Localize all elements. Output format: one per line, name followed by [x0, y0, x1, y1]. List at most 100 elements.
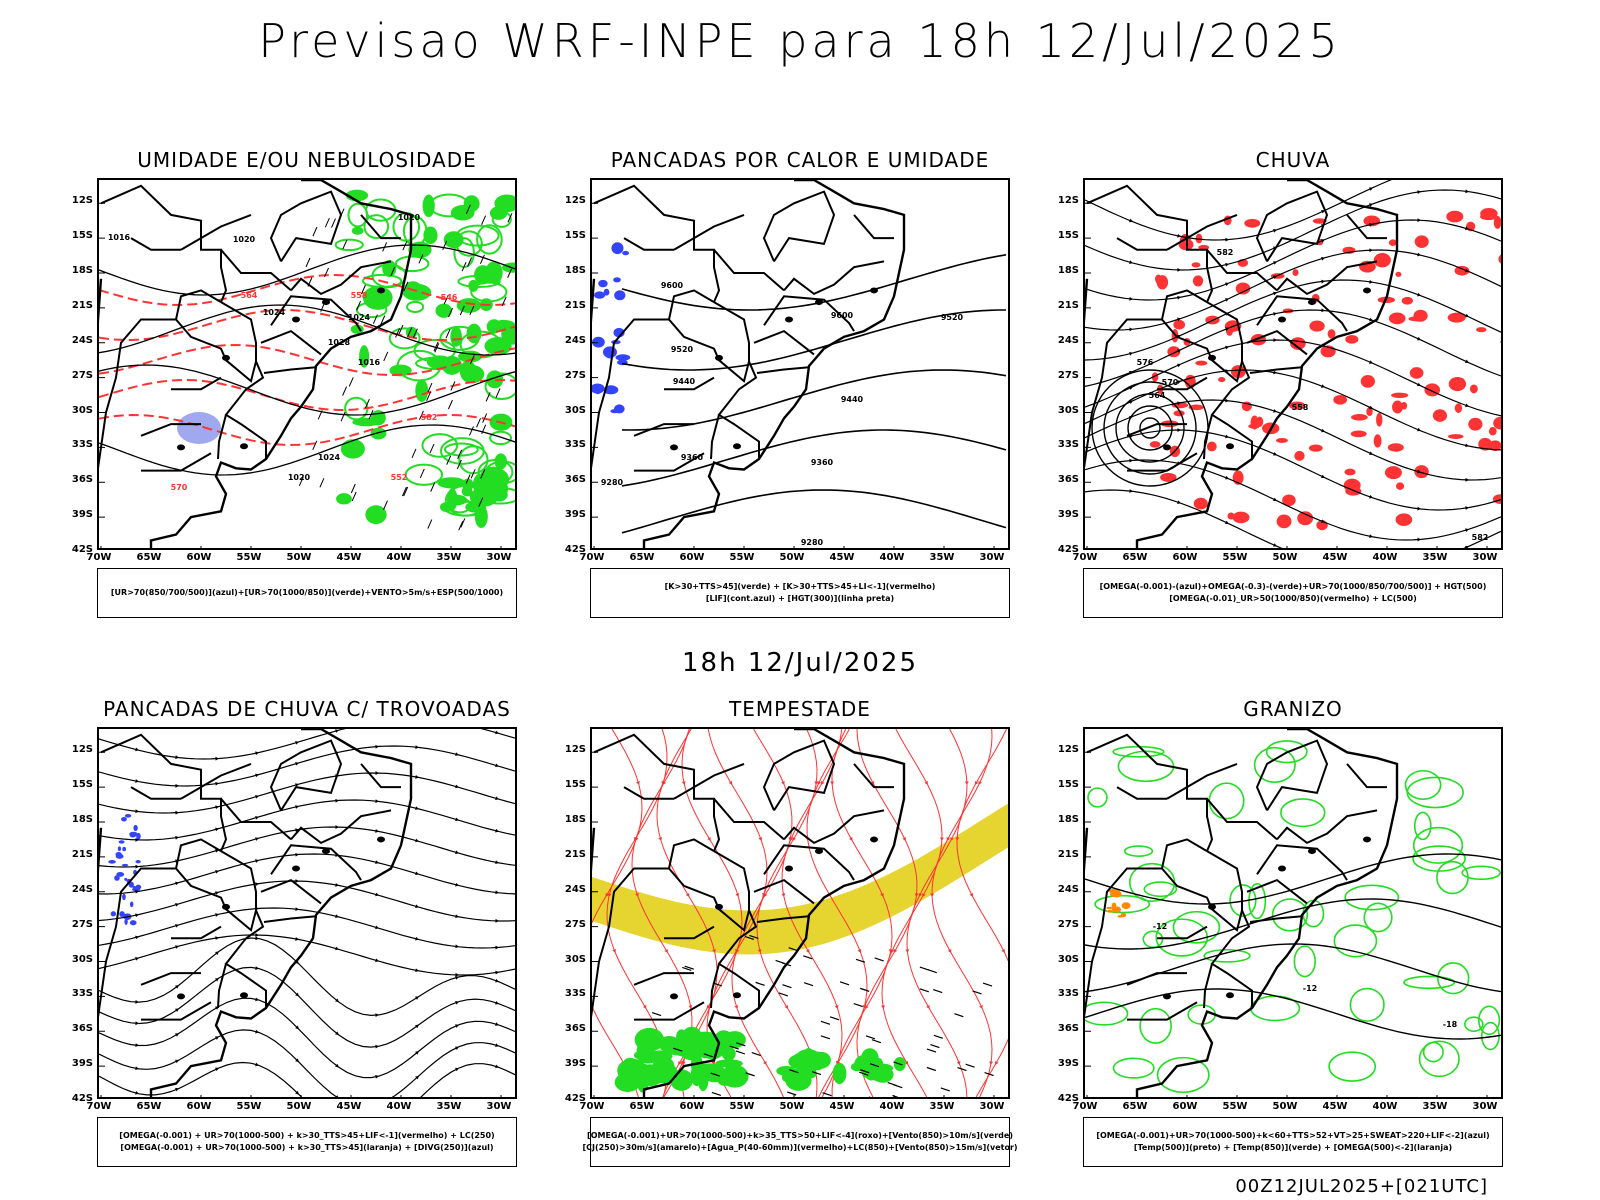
lat-label: 30S: [564, 404, 586, 416]
lon-label: 55W: [1222, 552, 1248, 563]
temp-500-contour: [1085, 898, 1501, 950]
streamline-arrow: [1129, 296, 1133, 301]
streamline-arrow: [922, 893, 926, 897]
coastline-west: [1085, 827, 1089, 873]
divergence-blue-area: [128, 881, 134, 888]
wind-vector: [461, 262, 467, 272]
lat-label: 33S: [564, 439, 586, 451]
streamline-arrow: [215, 951, 219, 956]
streamline-arrow: [904, 1061, 909, 1065]
lon-label: 40W: [1372, 1101, 1398, 1112]
panel-legend: [OMEGA(-0.001) + UR>70(1000-500) + k>30_…: [97, 1117, 517, 1167]
legend-line: [CJ(250)>30m/s](amarelo)+[Agua_P(40-60mm…: [582, 1143, 1018, 1152]
lon-label: 30W: [1472, 552, 1498, 563]
humidity-green-contour: [457, 274, 501, 288]
wind-vector: [448, 307, 453, 318]
temp-850-green-contour: [1265, 740, 1308, 764]
streamline-arrow: [375, 1013, 379, 1018]
temp-850-green-contour: [1208, 782, 1245, 820]
streamline-arrow: [335, 914, 339, 919]
map-canvas: [99, 729, 515, 1097]
wind-vector: [735, 1050, 746, 1055]
border-line: [1203, 963, 1213, 1009]
border-line: [217, 963, 227, 1009]
lat-label: 18S: [564, 265, 586, 276]
wind-vector: [465, 474, 471, 484]
rain-red-area: [1360, 374, 1375, 388]
streamline-arrow: [918, 893, 923, 897]
lif-blue-contour: [606, 349, 612, 357]
wind-vector: [485, 392, 491, 402]
streamline-arrow: [295, 762, 299, 766]
streamline-arrow: [681, 1061, 686, 1065]
lat-label: 36S: [564, 1023, 586, 1035]
streamline-arrow: [1369, 451, 1373, 455]
contour-label: 558: [351, 291, 368, 300]
streamline-arrow: [255, 966, 259, 971]
legend-line: [OMEGA(-0.001)+UR>70(1000-500)+k<60+TTS>…: [1096, 1131, 1490, 1140]
lake-mark: [1278, 316, 1286, 323]
streamline-arrow: [781, 893, 786, 897]
streamline-arrow: [805, 949, 810, 953]
streamline-arrow: [893, 949, 898, 953]
contour-label: 1024: [348, 313, 371, 322]
rain-red-area: [1218, 377, 1226, 383]
streamline-arrow: [335, 1031, 339, 1036]
streamline-arrow: [175, 810, 179, 815]
streamline-arrow: [969, 893, 974, 897]
wind-vector: [481, 424, 487, 435]
map-granizo: -12 -12 -18: [1083, 727, 1503, 1099]
rain-red-area: [1395, 513, 1413, 527]
lon-label: 35W: [1422, 552, 1448, 563]
border-line: [762, 190, 836, 262]
rain-red-area: [1401, 296, 1413, 305]
streamline-arrow: [295, 937, 299, 941]
wind-vector: [331, 218, 336, 228]
wind-vector: [398, 324, 404, 335]
temp-500-contour: [1085, 853, 1501, 905]
streamline-arrow: [950, 837, 954, 841]
rain-red-area: [1192, 275, 1204, 287]
wind-vector: [443, 294, 449, 305]
lat-label: 33S: [71, 988, 93, 1000]
divergence-blue-area: [124, 918, 128, 925]
border-line: [140, 423, 201, 437]
lake-mark: [785, 316, 793, 323]
rain-red-area: [1276, 514, 1292, 529]
border-line: [100, 184, 228, 303]
wind-vector: [305, 257, 311, 268]
border-line: [664, 925, 715, 940]
divergence-blue-area: [110, 911, 117, 917]
omega-orange-area: [1112, 890, 1122, 898]
lat-label: 30S: [71, 404, 93, 416]
streamline-arrow: [979, 1005, 983, 1009]
streamline-arrow: [1321, 519, 1325, 523]
wind-vector: [965, 1063, 975, 1068]
humidity-green-contour: [394, 255, 430, 273]
rain-red-area: [1488, 426, 1497, 436]
coastline-east: [149, 729, 413, 1097]
streamline-arrow: [1321, 279, 1325, 284]
border-line: [220, 850, 267, 1008]
streamline-arrow: [455, 752, 459, 757]
lake-mark: [785, 865, 793, 872]
streamline: [1085, 279, 1501, 361]
streamline-850: [756, 729, 818, 1097]
rain-red-area: [1289, 401, 1306, 410]
country-borders: [1085, 729, 1399, 1097]
streamline-250: [99, 937, 515, 1017]
temp-850-green-contour: [1085, 1001, 1129, 1026]
streamline-arrow: [1465, 313, 1469, 318]
wind-vector: [459, 305, 465, 316]
streamline-arrow: [455, 1024, 459, 1028]
border-line: [270, 295, 362, 332]
lat-label: 33S: [71, 439, 93, 451]
temp-850-green-contour: [1123, 845, 1154, 857]
border-line: [263, 915, 317, 923]
temp-850-green-contour: [1253, 746, 1296, 783]
streamline-arrow: [1225, 298, 1229, 302]
contour-label: 1016: [358, 358, 381, 367]
lon-label: 50W: [1272, 552, 1298, 563]
legend-line: [OMEGA(-0.001)-(azul)+OMEGA(-0.3)-(verde…: [1099, 582, 1487, 591]
humidity-green-area: [502, 262, 515, 273]
